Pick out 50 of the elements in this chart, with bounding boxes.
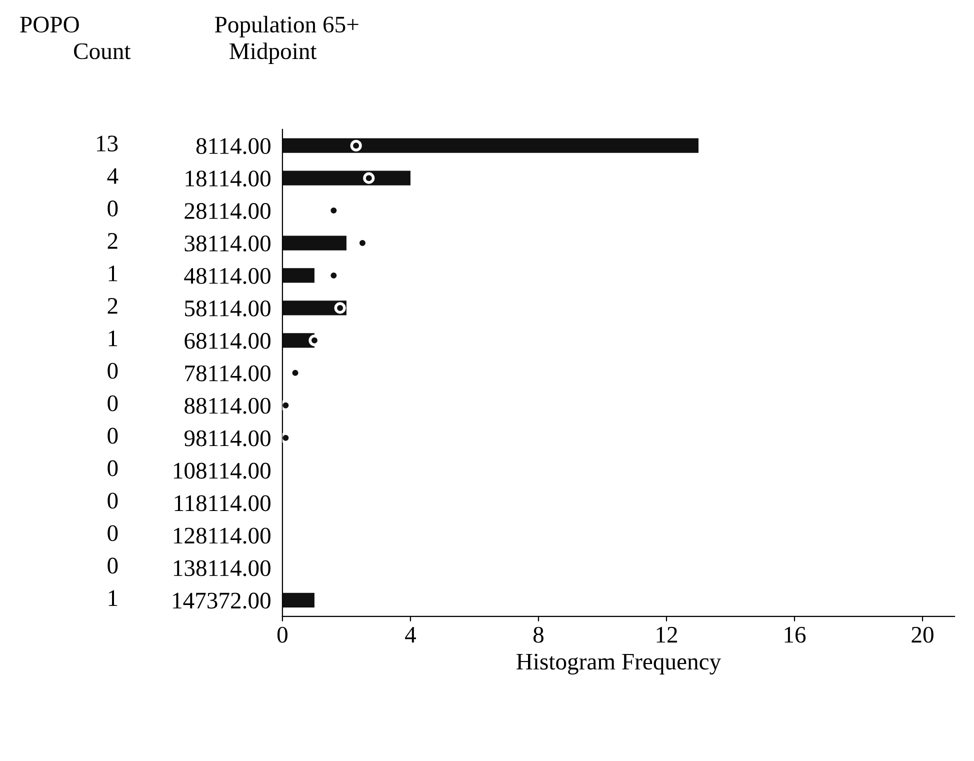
text: Population 65+ [214,16,358,38]
bar [282,592,314,608]
data-label: 1 [108,330,118,346]
data-label: 13 [97,136,118,152]
x-tick-label: 16 [784,626,806,643]
data-label: 0 [108,492,118,509]
bar [282,268,314,283]
point [363,172,375,184]
text: POPO [20,16,79,33]
y-tick-label: 48114.00 [184,268,270,284]
bar [282,300,346,316]
x-axis-title: Histogram Frequency [516,654,722,675]
y-tick-label: 118114.00 [174,495,270,512]
y-tick-label: 88114.00 [184,398,270,414]
y-tick-label: 38114.00 [184,236,270,252]
bar [282,138,698,153]
y-tick-label: 18114.00 [186,170,270,187]
data-label: 4 [107,168,118,184]
data-label: 1 [108,266,118,282]
data-label: 2 [108,298,118,314]
x-tick-label: 8 [533,626,544,643]
data-label: 0 [108,460,118,476]
bar [282,236,346,250]
y-tick-label: 58114.00 [185,300,270,316]
data-label: 2 [108,233,118,249]
data-label: 0 [108,428,118,444]
y-tick-label: 108114.00 [174,462,270,479]
data-label: 0 [108,395,118,412]
x-tick-label: 4 [405,626,416,643]
data-label: 0 [108,558,118,574]
x-tick-label: 12 [656,626,677,643]
data-label: 0 [108,525,118,542]
y-tick-label: 8114.00 [196,138,270,154]
data-label: 1 [108,590,118,606]
y-tick-label: 78114.00 [185,365,270,382]
point [334,302,346,314]
x-tick-label: 0 [277,626,288,643]
y-tick-label: 98114.00 [184,430,270,446]
text: Count [74,43,131,60]
x-tick-label: 20 [912,626,934,643]
point [350,140,362,152]
y-tick-label: 68114.00 [184,332,270,349]
text: Midpoint [230,42,317,64]
bar [282,170,410,186]
data-label: 0 [108,362,118,379]
y-tick-label: 147372.00 [173,592,270,609]
y-tick-label: 138114.00 [174,560,270,576]
y-tick-label: 128114.00 [174,528,270,544]
y-tick-label: 28114.00 [184,203,270,220]
data-label: 0 [108,200,118,216]
